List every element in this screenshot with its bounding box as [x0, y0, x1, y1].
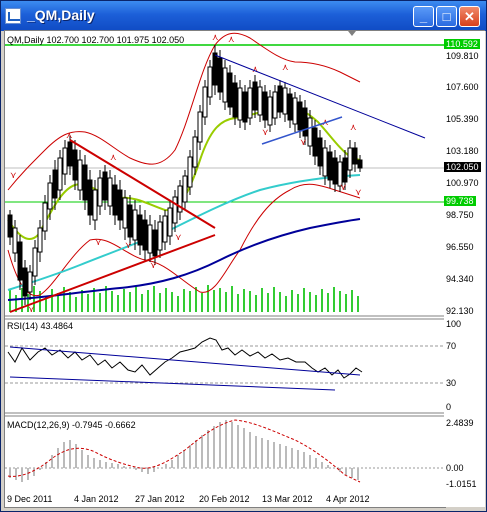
price-tick: 98.750	[446, 210, 474, 220]
maximize-icon: □	[442, 9, 451, 24]
current-price-box: 102.050	[444, 162, 481, 172]
svg-text:⋏: ⋏	[282, 62, 289, 72]
close-button[interactable]: ✕	[459, 6, 480, 27]
svg-text:⋎: ⋎	[340, 182, 347, 192]
window-title: _QM,Daily	[27, 7, 95, 23]
support-price-box: 99.738	[444, 196, 476, 206]
svg-text:⋏: ⋏	[110, 152, 117, 162]
svg-text:⋎: ⋎	[175, 232, 182, 242]
date-tick: 4 Apr 2012	[326, 494, 370, 504]
descending-trend-line-blue[interactable]	[214, 54, 426, 139]
macd-tick: 2.4839	[446, 418, 474, 428]
date-tick: 4 Jan 2012	[74, 494, 119, 504]
rsi-trend-line-upper[interactable]	[9, 346, 361, 376]
price-tick: 105.390	[446, 114, 479, 124]
price-tick: 107.600	[446, 82, 479, 92]
price-tick: 92.130	[446, 306, 474, 316]
price-tick: 103.180	[446, 146, 479, 156]
svg-text:⋏: ⋏	[212, 32, 219, 42]
rsi-trend-line-lower[interactable]	[9, 376, 336, 391]
date-tick: 9 Dec 2011	[7, 494, 53, 504]
rsi-tick: 30	[446, 378, 457, 388]
date-tick: 27 Jan 2012	[135, 494, 185, 504]
svg-text:⋏: ⋏	[228, 34, 235, 44]
macd-signal-line	[7, 419, 361, 483]
rsi-header: RSI(14) 43.4864	[7, 321, 74, 331]
svg-text:⋎: ⋎	[28, 304, 35, 314]
rsi-line	[7, 337, 363, 379]
price-axis	[444, 30, 485, 507]
lower-trend-line-red[interactable]	[9, 234, 216, 313]
minimize-button[interactable]: _	[413, 6, 434, 27]
macd-tick: -1.0151	[446, 479, 477, 489]
macd-tick: 0.00	[446, 463, 464, 473]
svg-text:⋏: ⋏	[66, 130, 73, 140]
close-icon: ✕	[464, 9, 475, 24]
price-tick: 109.810	[446, 51, 479, 61]
svg-text:⋎: ⋎	[125, 240, 132, 250]
rsi-tick: 0	[446, 402, 452, 412]
price-tick: 96.550	[446, 242, 474, 252]
chart-icon	[5, 8, 21, 24]
slow-moving-average	[7, 218, 361, 301]
rsi-tick: 70	[446, 341, 457, 351]
chart-shift-marker[interactable]	[348, 31, 356, 36]
price-tick: 94.340	[446, 274, 474, 284]
volume-bars	[9, 285, 359, 312]
fractal-markers: ⋎⋎⋏⋎ ⋏⋎⋎⋎ ⋏⋏⋏⋎ ⋏⋎⋏⋎ ⋏⋎	[10, 32, 362, 314]
svg-text:⋎: ⋎	[262, 127, 269, 137]
resistance-price-box: 110.592	[444, 39, 480, 49]
date-tick: 20 Feb 2012	[199, 494, 250, 504]
macd-header: MACD(12,26,9) -0.7945 -0.6662	[7, 420, 136, 430]
svg-text:⋎: ⋎	[300, 137, 307, 147]
bollinger-lower-band	[7, 183, 361, 297]
price-tick: 100.970	[446, 178, 479, 188]
title-bar[interactable]: _QM,Daily _ □ ✕	[1, 1, 486, 31]
main-chart-header: QM,Daily 102.700 102.700 101.975 102.050	[7, 35, 185, 45]
upper-trend-line-red[interactable]	[69, 139, 216, 229]
date-tick: 13 Mar 2012	[262, 494, 313, 504]
svg-text:⋎: ⋎	[355, 187, 362, 197]
maximize-button[interactable]: □	[436, 6, 457, 27]
rsi-tick: 100	[446, 319, 462, 329]
svg-text:⋎: ⋎	[95, 237, 102, 247]
minimize-icon: _	[419, 9, 428, 24]
svg-text:⋏: ⋏	[252, 64, 259, 74]
channel-line-blue[interactable]	[261, 116, 343, 145]
svg-text:⋎: ⋎	[10, 170, 17, 180]
price-candles	[7, 45, 363, 305]
bollinger-upper-band	[7, 32, 361, 191]
svg-text:⋎: ⋎	[150, 260, 157, 270]
svg-text:⋏: ⋏	[350, 122, 357, 132]
macd-histogram	[9, 420, 359, 482]
